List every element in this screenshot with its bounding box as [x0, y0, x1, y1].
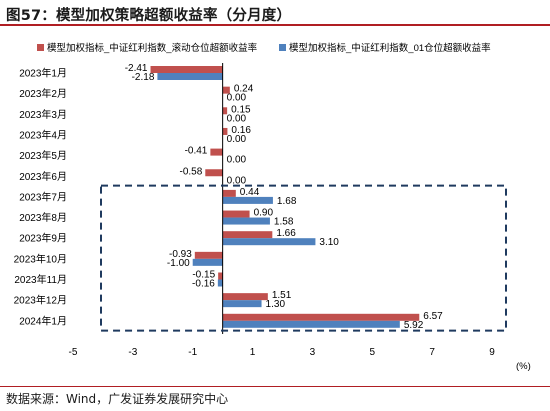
data-label: 1.68 — [277, 196, 297, 207]
data-label: 0.16 — [231, 125, 251, 136]
bar-rolling — [222, 107, 228, 115]
data-label: 0.00 — [227, 134, 247, 145]
data-label: 1.66 — [276, 228, 296, 239]
y-tick-label: 2023年11月 — [14, 273, 67, 286]
data-label: -0.93 — [169, 249, 192, 260]
x-tick-label: 5 — [370, 347, 376, 358]
y-tick-label: 2023年9月 — [19, 232, 67, 245]
data-label: 0.24 — [234, 84, 254, 95]
legend-swatch-01 — [279, 44, 286, 51]
data-label: -0.58 — [179, 166, 202, 177]
data-label: -1.00 — [167, 258, 190, 269]
data-label: -0.16 — [192, 279, 215, 290]
data-label: 3.10 — [319, 237, 339, 248]
bar-rolling — [222, 231, 273, 239]
data-label: 0.00 — [227, 175, 247, 186]
bar-01 — [222, 320, 400, 328]
data-label: -2.18 — [132, 72, 155, 83]
y-tick-label: 2023年5月 — [19, 149, 67, 162]
bar-rolling — [222, 127, 228, 135]
data-label: -2.41 — [125, 63, 148, 74]
data-label: 0.90 — [254, 208, 274, 219]
data-label: 6.57 — [423, 311, 443, 322]
y-tick-label: 2024年1月 — [19, 314, 67, 327]
bar-01 — [222, 217, 270, 225]
highlight-box — [100, 184, 507, 332]
legend-label-01: 模型加权指标_中证红利指数_01仓位超额收益率 — [289, 42, 491, 54]
bar-01 — [192, 258, 223, 266]
data-label: 0.00 — [227, 113, 247, 124]
x-unit-label: (%) — [516, 361, 531, 372]
bar-rolling — [150, 66, 223, 73]
figure-title: 图57：模型加权策略超额收益率（分月度） — [6, 8, 292, 24]
bar-rolling — [210, 148, 223, 156]
bar-rolling — [194, 251, 223, 259]
data-label: 0.15 — [231, 104, 251, 115]
bar-rolling — [222, 210, 250, 218]
title-divider — [0, 24, 550, 26]
bar-01 — [217, 279, 223, 287]
source-note: 数据来源：Wind，广发证券发展研究中心 — [6, 392, 229, 406]
y-tick-label: 2023年3月 — [19, 108, 67, 121]
y-tick-label: 2023年6月 — [19, 170, 67, 183]
data-label: 1.30 — [266, 299, 286, 310]
x-tick-label: 3 — [310, 347, 316, 358]
data-label: 1.58 — [274, 217, 294, 228]
data-label: 0.00 — [227, 93, 247, 104]
legend-label-rolling: 模型加权指标_中证红利指数_滚动仓位超额收益率 — [47, 42, 258, 54]
legend-swatch-rolling — [37, 44, 44, 51]
x-tick-label: 1 — [250, 347, 256, 358]
y-tick-label: 2023年10月 — [14, 252, 67, 265]
x-tick-label: -3 — [128, 347, 137, 358]
bar-chart: 模型加权指标_中证红利指数_滚动仓位超额收益率 模型加权指标_中证红利指数_01仓… — [14, 42, 531, 372]
y-tick-label: 2023年1月 — [19, 67, 67, 80]
title-bar: 图57：模型加权策略超额收益率（分月度） — [0, 0, 550, 26]
bar-01 — [222, 300, 262, 308]
x-tick-label: 9 — [489, 347, 495, 358]
data-label: 0.44 — [240, 187, 260, 198]
bar-01 — [157, 73, 223, 80]
y-tick-label: 2023年4月 — [19, 128, 67, 141]
bar-01 — [222, 238, 316, 246]
bar-rolling — [218, 272, 223, 280]
data-label: -0.41 — [185, 146, 208, 157]
data-label: 0.00 — [227, 155, 247, 166]
bar-01 — [222, 196, 273, 204]
data-label: 5.92 — [404, 320, 424, 331]
bar-rolling — [205, 169, 223, 177]
bar-rolling — [222, 189, 236, 197]
bar-rolling — [222, 313, 420, 321]
y-tick-label: 2023年12月 — [14, 294, 67, 307]
data-label: 1.51 — [272, 290, 292, 301]
x-tick-label: 7 — [429, 347, 435, 358]
data-label: -0.15 — [192, 270, 215, 281]
source-divider — [0, 386, 550, 387]
bar-rolling — [222, 86, 230, 94]
x-tick-label: -1 — [188, 347, 197, 358]
y-tick-label: 2023年8月 — [19, 211, 67, 224]
bar-rolling — [222, 293, 268, 301]
y-tick-label: 2023年7月 — [19, 190, 67, 203]
y-tick-label: 2023年2月 — [19, 87, 67, 100]
x-tick-label: -5 — [69, 347, 78, 358]
